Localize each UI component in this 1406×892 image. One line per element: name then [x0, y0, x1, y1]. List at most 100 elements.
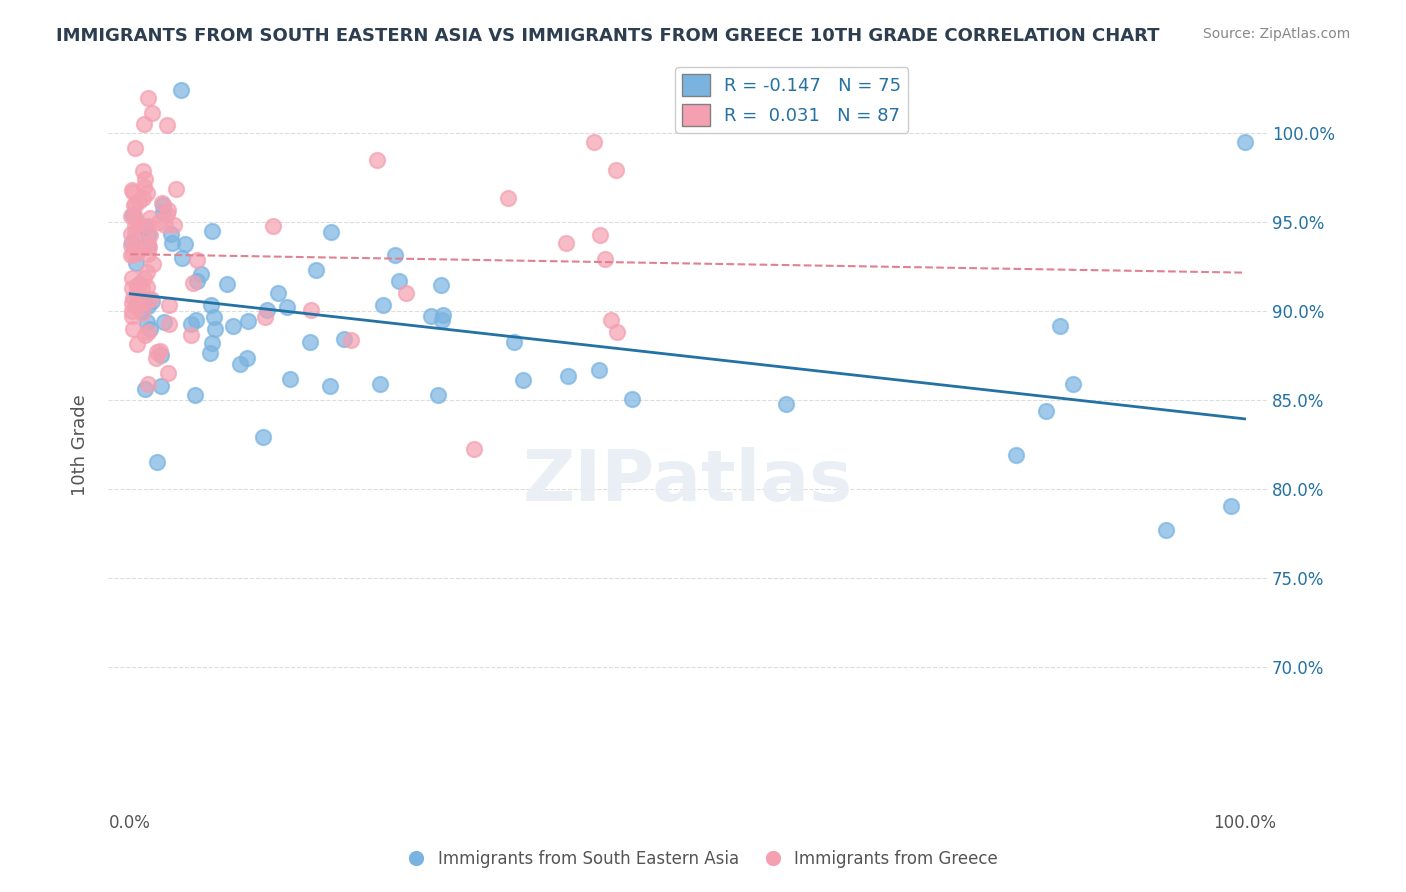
Point	[222, 318, 245, 333]
Point	[557, 369, 579, 384]
Point	[138, 299, 160, 313]
Point	[121, 270, 143, 285]
Point	[136, 247, 159, 261]
Point	[388, 274, 411, 288]
Y-axis label: 10th Grade: 10th Grade	[72, 394, 89, 496]
Point	[124, 239, 146, 253]
Point	[136, 315, 159, 329]
Point	[131, 304, 153, 318]
Point	[121, 310, 143, 324]
Point	[122, 208, 145, 222]
Point	[124, 298, 146, 312]
Point	[589, 227, 612, 242]
Point	[183, 388, 205, 402]
Point	[124, 198, 146, 212]
Point	[124, 141, 146, 155]
Point	[157, 366, 180, 380]
Legend: Immigrants from South Eastern Asia, Immigrants from Greece: Immigrants from South Eastern Asia, Immi…	[401, 844, 1005, 875]
Point	[121, 235, 143, 249]
Point	[1005, 448, 1028, 462]
Point	[430, 313, 453, 327]
Point	[555, 236, 578, 251]
Point	[276, 300, 298, 314]
Point	[588, 362, 610, 376]
Point	[132, 117, 155, 131]
Point	[142, 257, 165, 271]
Point	[266, 285, 288, 300]
Point	[253, 310, 276, 325]
Point	[606, 325, 628, 339]
Point	[502, 335, 524, 350]
Point	[186, 274, 208, 288]
Point	[181, 277, 204, 291]
Point	[1154, 523, 1177, 537]
Point	[463, 442, 485, 456]
Point	[229, 357, 252, 371]
Point	[128, 194, 150, 208]
Point	[136, 186, 159, 201]
Point	[139, 322, 162, 336]
Point	[1233, 136, 1256, 150]
Point	[139, 211, 162, 225]
Point	[180, 318, 202, 332]
Point	[252, 429, 274, 443]
Point	[156, 118, 179, 132]
Point	[139, 228, 162, 243]
Point	[131, 306, 153, 320]
Point	[496, 191, 519, 205]
Legend: R = -0.147   N = 75, R =  0.031   N = 87: R = -0.147 N = 75, R = 0.031 N = 87	[675, 67, 908, 133]
Point	[125, 256, 148, 270]
Point	[124, 219, 146, 233]
Point	[120, 248, 142, 262]
Point	[127, 336, 149, 351]
Point	[162, 218, 184, 232]
Point	[319, 379, 342, 393]
Point	[122, 197, 145, 211]
Point	[136, 265, 159, 279]
Point	[128, 277, 150, 291]
Point	[204, 322, 226, 336]
Point	[134, 328, 156, 343]
Point	[605, 163, 627, 178]
Point	[262, 219, 284, 233]
Point	[124, 226, 146, 240]
Text: IMMIGRANTS FROM SOUTH EASTERN ASIA VS IMMIGRANTS FROM GREECE 10TH GRADE CORRELAT: IMMIGRANTS FROM SOUTH EASTERN ASIA VS IM…	[56, 27, 1160, 45]
Point	[371, 298, 394, 312]
Point	[600, 313, 623, 327]
Point	[165, 182, 187, 196]
Point	[186, 252, 208, 267]
Point	[319, 225, 342, 239]
Point	[141, 106, 163, 120]
Text: ZIPatlas: ZIPatlas	[523, 447, 852, 516]
Point	[278, 371, 301, 385]
Point	[333, 332, 356, 346]
Point	[121, 186, 143, 200]
Point	[157, 317, 180, 331]
Point	[138, 239, 160, 253]
Point	[184, 313, 207, 327]
Point	[127, 245, 149, 260]
Point	[146, 455, 169, 469]
Point	[1220, 499, 1243, 513]
Point	[138, 239, 160, 253]
Point	[200, 298, 222, 312]
Point	[121, 296, 143, 310]
Point	[1049, 319, 1071, 334]
Text: Source: ZipAtlas.com: Source: ZipAtlas.com	[1202, 27, 1350, 41]
Point	[217, 277, 239, 292]
Point	[340, 333, 363, 347]
Point	[136, 325, 159, 339]
Point	[122, 292, 145, 306]
Point	[134, 220, 156, 235]
Point	[134, 271, 156, 285]
Point	[124, 211, 146, 225]
Point	[236, 314, 259, 328]
Point	[160, 236, 183, 251]
Point	[201, 224, 224, 238]
Point	[152, 205, 174, 219]
Point	[384, 248, 406, 262]
Point	[132, 292, 155, 306]
Point	[156, 207, 179, 221]
Point	[132, 191, 155, 205]
Point	[121, 280, 143, 294]
